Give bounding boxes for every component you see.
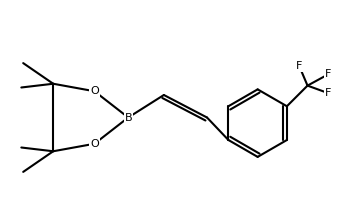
Text: F: F bbox=[325, 88, 331, 98]
Text: O: O bbox=[90, 139, 99, 149]
Text: F: F bbox=[325, 69, 331, 79]
Text: F: F bbox=[296, 61, 302, 71]
Text: B: B bbox=[124, 112, 132, 123]
Text: O: O bbox=[90, 86, 99, 96]
